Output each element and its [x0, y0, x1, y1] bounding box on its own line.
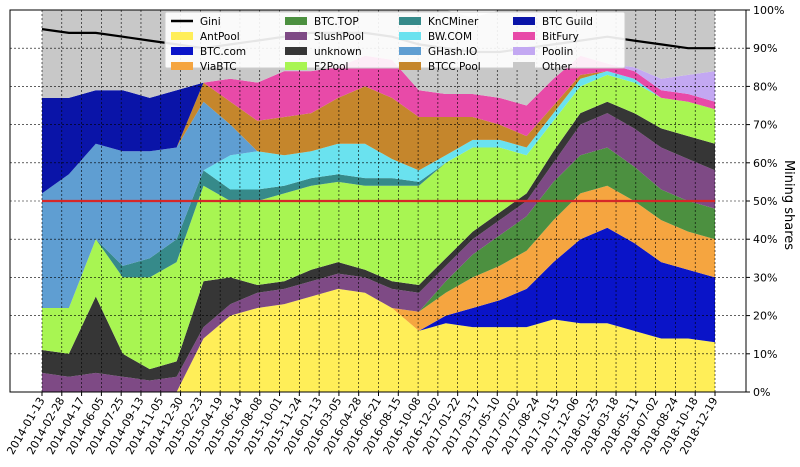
x-axis: 2014-01-132014-02-282014-04-172014-06-05… [4, 392, 721, 457]
legend-label-kncminer: KnCMiner [428, 16, 479, 28]
legend-label-viabtc: ViaBTC [200, 61, 237, 73]
legend-swatch-unknown [285, 47, 307, 55]
area-unknown [42, 101, 715, 381]
legend: Gini AntPool BTC.com ViaBTC BTC.TOP SlushPool… [164, 11, 626, 73]
legend-swatch-ghash-io [399, 47, 421, 55]
y-tick-label: 0% [753, 386, 770, 399]
legend-label-other: Other [542, 61, 572, 73]
legend-swatch-btc-top [285, 17, 307, 25]
legend-label-bitfury: BitFury [542, 31, 579, 43]
legend-label-unknown: unknown [314, 46, 362, 58]
legend-label-btcc-pool: BTCC Pool [428, 61, 481, 73]
legend-swatch-btc-guild [513, 17, 535, 25]
y-tick-label: 50% [753, 195, 777, 208]
area-btc-top [42, 147, 715, 392]
legend-label-btc-guild: BTC Guild [542, 16, 593, 28]
legend-label-bw-com: BW.COM [428, 31, 472, 43]
legend-label-btc-top: BTC.TOP [314, 16, 359, 28]
legend-swatch-slushpool [285, 32, 307, 40]
legend-label-ghash-io: GHash.IO [428, 46, 477, 58]
legend-label-gini: Gini [200, 16, 221, 28]
legend-swatch-viabtc [171, 62, 193, 70]
y-tick-label: 80% [753, 80, 777, 93]
legend-swatch-kncminer [399, 17, 421, 25]
area-btc-com [42, 227, 715, 392]
y-tick-label: 90% [753, 42, 777, 55]
legend-swatch-antpool [171, 32, 193, 40]
y-tick-label: 70% [753, 119, 777, 132]
y-axis-label: Mining shares [781, 160, 796, 250]
legend-swatch-bw-com [399, 32, 421, 40]
y-tick-label: 60% [753, 157, 777, 170]
area-ghash-io [42, 71, 715, 308]
area-antpool [42, 288, 715, 392]
y-tick-label: 40% [753, 233, 777, 246]
legend-swatch-bitfury [513, 32, 535, 40]
legend-swatch-btcc-pool [399, 62, 421, 70]
legend-label-btc-com: BTC.com [200, 46, 246, 58]
y-tick-label: 30% [753, 271, 777, 284]
area-btcc-pool [42, 71, 715, 194]
legend-swatch-f2pool [285, 62, 307, 70]
legend-swatch-btc-com [171, 47, 193, 55]
legend-swatch-other [513, 62, 535, 70]
legend-label-slushpool: SlushPool [314, 31, 364, 43]
area-viabtc [42, 185, 715, 392]
legend-label-f2pool: F2Pool [314, 61, 348, 73]
area-slushpool [42, 113, 715, 392]
legend-swatch-poolin [513, 47, 535, 55]
area-btc-guild [42, 71, 715, 194]
y-tick-label: 20% [753, 310, 777, 323]
y-tick-label: 10% [753, 348, 777, 361]
legend-label-antpool: AntPool [200, 31, 240, 43]
legend-label-poolin: Poolin [542, 46, 573, 58]
y-tick-label: 100% [753, 4, 784, 17]
legend-box [164, 11, 626, 69]
y-axis: 0% 10% 20% 30% 40% 50% 60% 70% 80% 90% 100% [746, 4, 784, 399]
